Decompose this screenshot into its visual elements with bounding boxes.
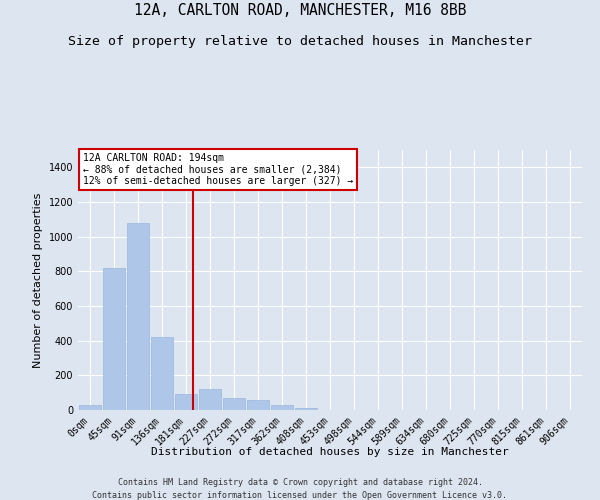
Text: 12A, CARLTON ROAD, MANCHESTER, M16 8BB: 12A, CARLTON ROAD, MANCHESTER, M16 8BB: [134, 3, 466, 18]
Text: Size of property relative to detached houses in Manchester: Size of property relative to detached ho…: [68, 35, 532, 48]
Bar: [295, 408, 317, 410]
Bar: [127, 223, 149, 410]
Bar: [103, 268, 125, 410]
Bar: [79, 405, 101, 410]
Bar: [151, 337, 173, 410]
Bar: [247, 400, 269, 410]
Y-axis label: Number of detached properties: Number of detached properties: [33, 192, 43, 368]
Text: Distribution of detached houses by size in Manchester: Distribution of detached houses by size …: [151, 447, 509, 457]
Text: Contains public sector information licensed under the Open Government Licence v3: Contains public sector information licen…: [92, 490, 508, 500]
Bar: [175, 394, 197, 410]
Text: Contains HM Land Registry data © Crown copyright and database right 2024.: Contains HM Land Registry data © Crown c…: [118, 478, 482, 487]
Bar: [223, 398, 245, 410]
Bar: [271, 405, 293, 410]
Text: 12A CARLTON ROAD: 194sqm
← 88% of detached houses are smaller (2,384)
12% of sem: 12A CARLTON ROAD: 194sqm ← 88% of detach…: [83, 152, 353, 186]
Bar: [199, 389, 221, 410]
